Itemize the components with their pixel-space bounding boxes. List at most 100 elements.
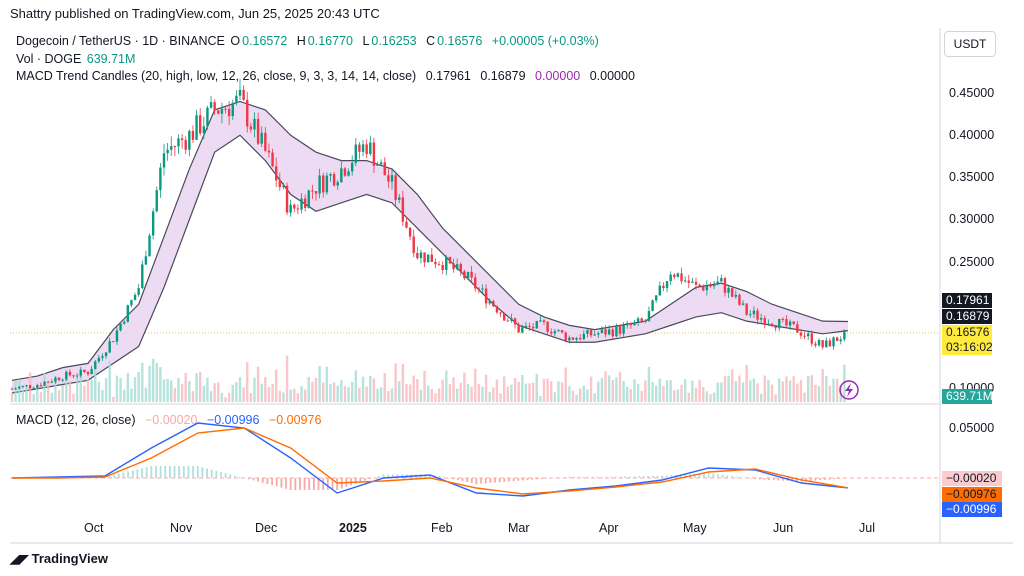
- candle-body: [148, 235, 151, 257]
- candle-body: [727, 288, 730, 293]
- volume-bar: [401, 363, 405, 402]
- candle-body: [647, 310, 651, 322]
- volume-bar: [560, 382, 564, 402]
- macd-hist-bar: [809, 478, 812, 481]
- volume-bar: [676, 389, 680, 402]
- volume-bar: [770, 384, 774, 402]
- candle-body: [821, 340, 824, 348]
- volume-bar: [155, 363, 158, 402]
- volume-bar: [720, 382, 723, 402]
- volume-bar: [253, 377, 256, 402]
- macd-hist-bar: [159, 466, 162, 478]
- volume-bar: [452, 377, 455, 402]
- volume-bar: [209, 391, 213, 402]
- candle-body: [510, 318, 513, 321]
- candle-body: [778, 318, 781, 329]
- candle-body: [198, 115, 202, 134]
- macd-hist-bar: [545, 478, 548, 479]
- macd-hist-bar: [652, 475, 654, 478]
- candle-body: [720, 278, 723, 282]
- candle-body: [329, 174, 332, 176]
- volume-bar: [448, 384, 452, 402]
- candle-body: [723, 278, 727, 293]
- candle-body: [788, 321, 792, 326]
- macd-hist-bar: [475, 478, 478, 484]
- macd-hist-bar: [108, 475, 111, 478]
- macd-hist-bar: [466, 478, 469, 483]
- candle-body: [445, 256, 448, 270]
- volume-bar: [430, 388, 434, 402]
- lightning-icon[interactable]: [839, 380, 859, 400]
- volume-bar: [470, 386, 473, 402]
- macd-trend-v4: 0.00000: [589, 69, 635, 83]
- volume-bar: [835, 378, 839, 402]
- macd-hist-bar: [633, 476, 636, 478]
- candle-body: [278, 180, 282, 188]
- volume-bar: [358, 387, 361, 402]
- volume-bar: [108, 361, 111, 402]
- symbol-title: Dogecoin / TetherUS · 1D · BINANCE: [16, 34, 225, 48]
- currency-button[interactable]: USDT: [944, 31, 996, 57]
- candle-body: [676, 273, 680, 278]
- candle-body: [300, 198, 303, 210]
- volume-bar: [198, 371, 202, 402]
- candle-body: [379, 162, 383, 165]
- volume-bar: [289, 389, 292, 402]
- volume-bar: [271, 384, 274, 402]
- volume-bar: [673, 390, 676, 402]
- macd-lines: [11, 422, 849, 497]
- volume-bar: [600, 378, 604, 402]
- volume-bar: [36, 385, 39, 402]
- candle-body: [463, 271, 466, 279]
- candle-body: [220, 108, 224, 114]
- volume-bar: [810, 375, 814, 402]
- macd-hist-bar: [136, 469, 139, 478]
- volume-bar: [531, 382, 535, 402]
- macd-line-value: −0.00996: [206, 413, 260, 427]
- volume-bar: [622, 380, 625, 402]
- macd-legend: MACD (12, 26, close) −0.00020 −0.00996 −…: [16, 413, 323, 427]
- volume-bar: [843, 364, 846, 402]
- volume-bar: [115, 375, 119, 402]
- candle-body: [531, 326, 535, 329]
- macd-hist-bar: [837, 478, 840, 479]
- macd-hist-bar: [819, 478, 822, 481]
- candle-body: [130, 300, 133, 306]
- tradingview-logo[interactable]: ◢◤ TradingView: [10, 551, 108, 566]
- candle-body: [340, 168, 343, 183]
- volume-bar: [633, 379, 636, 402]
- volume-bar: [260, 383, 263, 402]
- candle-body: [311, 190, 314, 192]
- macd-hist-bar: [833, 478, 835, 480]
- x-tick-2025: 2025: [339, 521, 367, 535]
- macd-hist-bar: [229, 474, 232, 478]
- candle-body: [662, 285, 665, 289]
- macd-hist-bar: [127, 471, 130, 478]
- macd-hist-bar: [693, 473, 696, 478]
- volume-bar: [741, 382, 745, 402]
- volume-bar: [405, 383, 408, 402]
- volume-bar: [112, 396, 115, 402]
- y-tick-030: 0.30000: [949, 212, 995, 226]
- candle-body: [195, 115, 198, 140]
- candle-body: [94, 361, 97, 370]
- candle-body: [571, 337, 575, 340]
- x-tick-dec: Dec: [255, 521, 278, 535]
- candle-body: [734, 294, 738, 297]
- candle-body: [835, 337, 839, 342]
- volume-bar: [687, 392, 690, 402]
- candle-body: [633, 322, 636, 326]
- candle-body: [560, 329, 564, 333]
- candle-body: [499, 312, 502, 314]
- candle-body: [680, 273, 683, 282]
- macd-hist-bar: [429, 474, 431, 478]
- volume-bar: [727, 375, 730, 402]
- candle-body: [452, 263, 455, 270]
- candle-body: [434, 261, 437, 265]
- candle-body: [253, 118, 256, 130]
- macd-hist-bar: [173, 466, 176, 478]
- volume-bar: [83, 385, 86, 402]
- candle-body: [25, 385, 28, 387]
- macd-hist-bar: [577, 476, 580, 478]
- open-value: 0.16572: [242, 34, 288, 48]
